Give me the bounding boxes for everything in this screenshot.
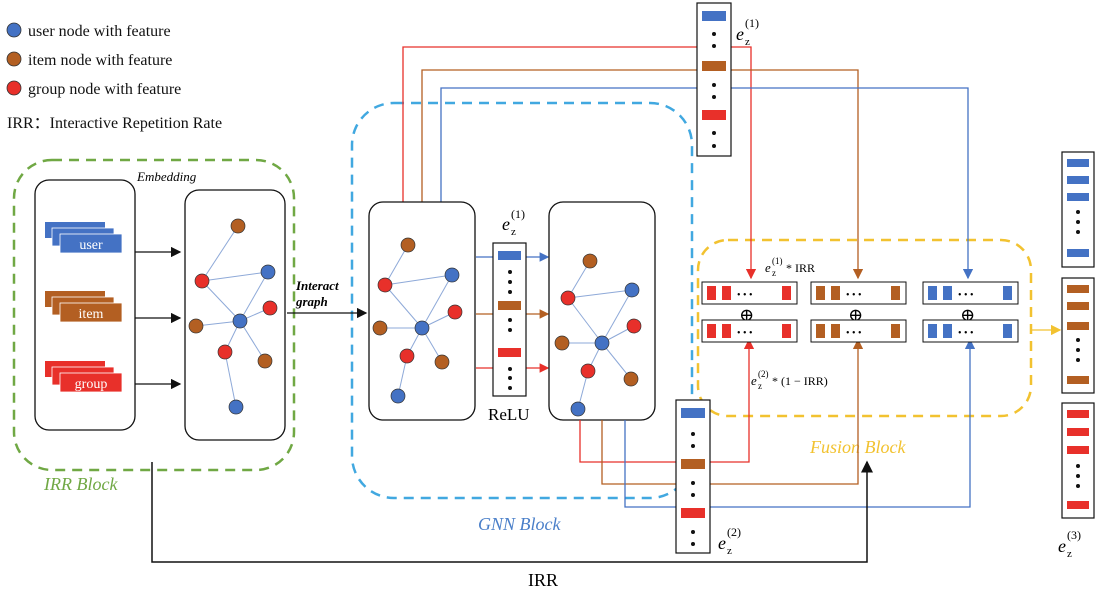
svg-text:• • •: • • • (958, 290, 974, 301)
svg-text:z: z (758, 381, 762, 391)
output-user-vector (1061, 151, 1095, 268)
svg-text:z: z (745, 36, 750, 48)
fusion-formula-irr: e z (1) * IRR (765, 256, 815, 278)
gnn-input-graph-panel (368, 201, 476, 421)
svg-text:(1): (1) (511, 207, 525, 221)
svg-text:* (1 − IRR): * (1 − IRR) (772, 374, 828, 388)
red-skip-line-bottom (579, 338, 755, 463)
interact-graph-label-line2: graph (295, 294, 328, 309)
output-group-vector (1061, 402, 1095, 519)
svg-text:e: e (751, 373, 757, 388)
legend-item-swatch (6, 51, 22, 67)
irr-bottom-label: IRR (528, 570, 558, 590)
gnn-block-outline (350, 101, 694, 500)
fusion-user-unit: • • • ⊕ • • • (922, 281, 1019, 343)
legend-group-label: group node with feature (28, 81, 181, 98)
fusion-group-unit: • • • ⊕ • • • (701, 281, 798, 343)
irr-block-label: IRR Block (43, 474, 118, 494)
fusion-item-unit: • • • ⊕ • • • (810, 281, 907, 343)
initial-graph (188, 218, 278, 415)
user-card-label: user (79, 238, 103, 253)
svg-text:• • •: • • • (846, 290, 862, 301)
relu-label: ReLU (488, 405, 530, 424)
svg-text:e: e (736, 24, 744, 44)
top-ez1-vector (696, 2, 732, 157)
fusion-formula-one-minus-irr: e z (2) * (1 − IRR) (751, 369, 828, 391)
bottom-ez2-vector (675, 399, 711, 554)
interact-graph-label-line1: Interact (295, 278, 339, 293)
svg-text:(2): (2) (727, 525, 741, 539)
svg-text:e: e (765, 260, 771, 275)
top-ez1-label: e z (1) (736, 16, 759, 48)
legend-item-label: item node with feature (28, 52, 172, 69)
item-embedding-cards: item (45, 291, 123, 323)
user-embedding-cards: user (45, 222, 123, 254)
svg-text:e: e (502, 214, 510, 234)
legend-user-label: user node with feature (28, 23, 171, 40)
gnn-output-graph-panel (548, 201, 656, 421)
item-card-label: item (79, 307, 104, 322)
svg-text:z: z (1067, 548, 1072, 560)
irr-block-outline (12, 158, 296, 472)
output-ez3-label: e z (3) (1058, 528, 1081, 560)
svg-text:e: e (1058, 536, 1066, 556)
gnn-input-graph (372, 237, 463, 404)
svg-text:• • •: • • • (958, 328, 974, 339)
red-skip-line-top (402, 46, 757, 280)
gnn-output-graph (554, 253, 642, 417)
svg-text:* IRR: * IRR (786, 261, 815, 275)
initial-graph-panel (184, 189, 286, 441)
svg-text:• • •: • • • (737, 290, 753, 301)
svg-text:z: z (727, 545, 732, 557)
group-embedding-cards: group (45, 361, 123, 393)
svg-text:(3): (3) (1067, 528, 1081, 542)
svg-text:(2): (2) (758, 369, 769, 379)
brown-skip-line-top (421, 69, 864, 280)
legend: user node with feature item node with fe… (6, 22, 222, 132)
bottom-ez2-label: e z (2) (718, 525, 741, 557)
svg-text:z: z (511, 226, 516, 238)
gnn-hidden-vector-label: e z (1) (502, 207, 525, 238)
output-item-vector (1061, 277, 1095, 394)
fusion-block-outline (696, 238, 1033, 418)
svg-text:z: z (772, 268, 776, 278)
svg-text:(1): (1) (745, 16, 759, 30)
svg-text:• • •: • • • (846, 328, 862, 339)
group-card-label: group (75, 377, 108, 392)
irr-feedback-line (151, 460, 873, 563)
gnn-block-label: GNN Block (478, 514, 561, 534)
irr-definition: IRR：Interactive Repetition Rate (7, 115, 222, 132)
embedding-label: Embedding (136, 169, 197, 184)
legend-user-swatch (6, 22, 22, 38)
blue-skip-line-bottom (624, 338, 976, 508)
svg-text:• • •: • • • (737, 328, 753, 339)
legend-group-swatch (6, 80, 22, 96)
svg-text:(1): (1) (772, 256, 783, 266)
brown-skip-line-bottom (601, 338, 864, 485)
svg-text:e: e (718, 533, 726, 553)
